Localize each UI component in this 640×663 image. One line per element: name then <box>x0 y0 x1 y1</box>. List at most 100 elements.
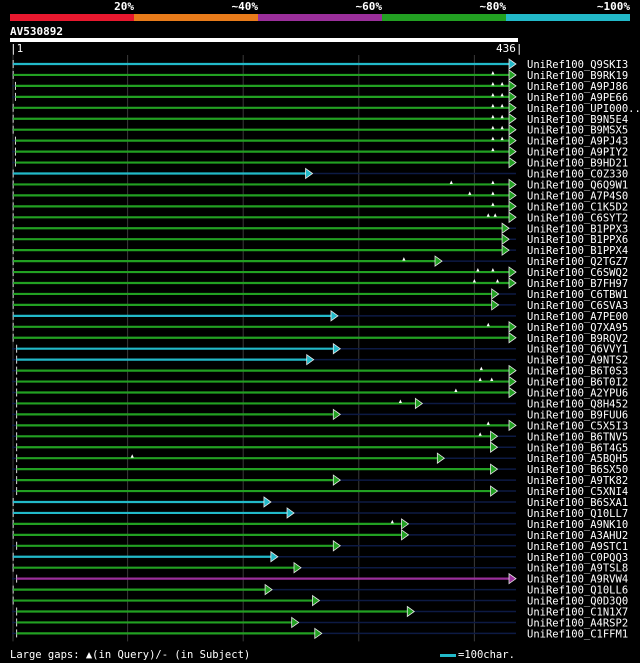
hit-row[interactable]: UniRef100_Q2TGZ7 <box>12 255 628 268</box>
hit-label: UniRef100_B6SX50 <box>527 464 628 476</box>
hit-row[interactable]: UniRef100_A7P4S0 <box>12 189 628 202</box>
hit-label: UniRef100_Q7XA95 <box>527 322 628 334</box>
hit-row[interactable]: UniRef100_B1PPX6 <box>12 233 628 246</box>
hit-label: UniRef100_B6SXA1 <box>527 497 628 509</box>
hit-row[interactable]: UniRef100_B9HD21 <box>12 156 628 170</box>
hit-arrow <box>508 211 517 224</box>
hit-row[interactable]: UniRef100_Q6Q9W1 <box>12 178 628 191</box>
hit-row[interactable]: UniRef100_UPI000.. <box>12 102 640 115</box>
hit-row[interactable]: UniRef100_C0Z330 <box>12 167 628 181</box>
hit-label: UniRef100_C6TBW1 <box>527 289 628 301</box>
hit-row[interactable]: UniRef100_B6T0I2 <box>12 375 628 389</box>
hit-row[interactable]: UniRef100_C6SYT2 <box>12 211 628 224</box>
hit-label: UniRef100_A9TSL8 <box>527 563 628 575</box>
hit-label: UniRef100_Q0D3Q0 <box>527 596 628 608</box>
hit-row[interactable]: UniRef100_C5XNI4 <box>12 485 628 498</box>
hit-row[interactable]: UniRef100_Q10LL6 <box>12 583 628 597</box>
hit-arrow <box>508 102 517 114</box>
hit-label: UniRef100_Q6Q9W1 <box>527 179 628 191</box>
hit-arrow <box>406 605 415 618</box>
hit-row[interactable]: UniRef100_B9RK19 <box>12 69 628 82</box>
hit-label: UniRef100_A4RSP2 <box>527 617 628 629</box>
hit-label: UniRef100_A9PE66 <box>527 92 628 104</box>
scale-legend: =100char. <box>440 649 515 661</box>
hit-label: UniRef100_A7PE00 <box>527 311 628 323</box>
hit-arrow <box>305 167 314 180</box>
hit-row[interactable]: UniRef100_A9PJ43 <box>12 134 628 148</box>
hit-row[interactable]: UniRef100_A3AHU2 <box>12 529 628 542</box>
hit-arrow <box>508 277 517 289</box>
hit-arrow <box>312 594 321 607</box>
hit-row[interactable]: UniRef100_A9PJ86 <box>12 80 628 93</box>
hit-arrow <box>434 255 443 267</box>
gap-marker <box>491 136 495 141</box>
hit-row[interactable]: UniRef100_Q9SKI3 <box>12 58 628 71</box>
hit-label: UniRef100_B6T0I2 <box>527 377 628 389</box>
hit-row[interactable]: UniRef100_B9RQV2 <box>12 331 628 345</box>
hit-arrow <box>508 331 517 344</box>
hit-row[interactable]: UniRef100_B1PPX3 <box>12 222 628 235</box>
hit-arrow <box>332 540 341 552</box>
hit-label: UniRef100_Q6VVY1 <box>527 344 628 356</box>
gap-marker <box>130 454 134 458</box>
hit-row[interactable]: UniRef100_C1N1X7 <box>12 605 628 619</box>
hit-arrow <box>332 342 341 355</box>
hit-row[interactable]: UniRef100_B6TNV5 <box>12 430 628 443</box>
hit-label: UniRef100_Q8H452 <box>527 398 628 410</box>
hit-arrow <box>414 397 424 410</box>
hit-row[interactable]: UniRef100_A9PIY2 <box>12 145 628 159</box>
hit-row[interactable]: UniRef100_Q0D3Q0 <box>12 594 628 608</box>
hit-arrow <box>306 353 315 366</box>
hit-arrow <box>501 233 510 245</box>
hit-row[interactable]: UniRef100_A5BQH5 <box>12 452 628 465</box>
query-bar <box>10 38 518 42</box>
hit-label: UniRef100_B6TNV5 <box>527 431 628 443</box>
hit-row[interactable]: UniRef100_C5X5I3 <box>12 419 628 432</box>
hit-row[interactable]: UniRef100_Q10LL7 <box>12 507 628 520</box>
hit-row[interactable]: UniRef100_B9N5E4 <box>12 112 628 126</box>
hit-label: UniRef100_A7P4S0 <box>527 190 628 202</box>
gap-marker <box>478 377 482 382</box>
hit-row[interactable]: UniRef100_B6SXA1 <box>12 496 628 509</box>
scale-line <box>440 653 456 657</box>
hit-row[interactable]: UniRef100_A9NK10 <box>12 518 628 531</box>
legend-bar-5 <box>506 14 630 21</box>
hit-row[interactable]: UniRef100_A9RVW4 <box>12 572 628 586</box>
hit-row[interactable]: UniRef100_Q7XA95 <box>12 321 628 334</box>
hit-arrow <box>436 452 446 464</box>
hit-row[interactable]: UniRef100_B9MSX5 <box>12 123 628 137</box>
hit-row[interactable]: UniRef100_C0PQQ3 <box>12 550 628 564</box>
hit-label: UniRef100_B9RK19 <box>527 70 628 82</box>
hit-row[interactable]: UniRef100_Q6VVY1 <box>12 342 628 356</box>
hit-row[interactable]: UniRef100_A9STC1 <box>12 540 628 553</box>
hit-row[interactable]: UniRef100_A9TSL8 <box>12 561 628 575</box>
hit-row[interactable]: UniRef100_B6SX50 <box>12 463 628 476</box>
gap-marker <box>468 191 472 195</box>
gap-marker <box>493 213 497 217</box>
hit-row[interactable]: UniRef100_A4RSP2 <box>12 616 628 629</box>
hit-row[interactable]: UniRef100_A9NTS2 <box>12 353 628 367</box>
query-end-tick: 436| <box>496 42 523 55</box>
query-start-tick: |1 <box>10 42 24 55</box>
hit-arrow <box>263 496 272 508</box>
hit-row[interactable]: UniRef100_C1K5D2 <box>12 200 628 213</box>
hit-row[interactable]: UniRef100_B6T4G5 <box>12 441 628 454</box>
hit-row[interactable]: UniRef100_A9TK82 <box>12 474 628 487</box>
hit-row[interactable]: UniRef100_C1FFM1 <box>12 627 628 640</box>
hit-row[interactable]: UniRef100_A7PE00 <box>12 310 628 323</box>
hit-arrow <box>508 156 517 169</box>
hit-row[interactable]: UniRef100_C6TBW1 <box>12 288 628 301</box>
hit-arrow <box>291 616 300 629</box>
hit-row[interactable]: UniRef100_Q8H452 <box>12 397 628 410</box>
hit-row[interactable]: UniRef100_B7FH97 <box>12 277 628 290</box>
hit-row[interactable]: UniRef100_A9PE66 <box>12 91 628 104</box>
hit-row[interactable]: UniRef100_A2YPU6 <box>12 386 628 400</box>
hit-label: UniRef100_A9PIY2 <box>527 147 628 159</box>
hit-row[interactable]: UniRef100_B6T0S3 <box>12 364 628 378</box>
hit-row[interactable]: UniRef100_C6SWQ2 <box>12 266 628 279</box>
hit-label: UniRef100_B9RQV2 <box>527 333 628 345</box>
hit-label: UniRef100_B1PPX6 <box>527 234 628 246</box>
hit-row[interactable]: UniRef100_B9FUU6 <box>12 408 628 421</box>
hit-row[interactable]: UniRef100_B1PPX4 <box>12 244 628 257</box>
hit-row[interactable]: UniRef100_C6SVA3 <box>12 299 628 312</box>
